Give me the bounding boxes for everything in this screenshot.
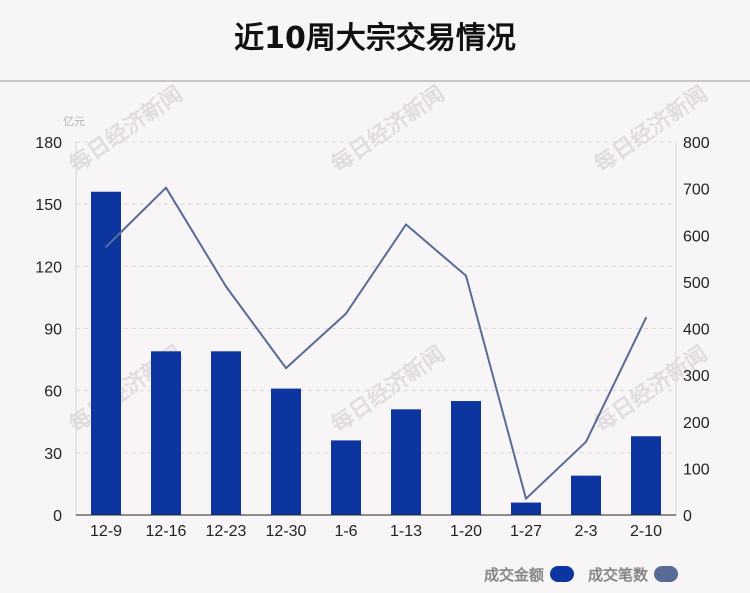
y-right-tick-5: 500 <box>683 275 710 292</box>
x-tick-2-3: 2-3 <box>574 523 597 540</box>
left-axis-unit: 亿元 <box>63 115 85 128</box>
y-left-tick-1: 30 <box>44 446 62 463</box>
bar-series <box>91 191 661 515</box>
x-tick-1-20: 1-20 <box>450 523 482 540</box>
y-right-tick-2: 200 <box>683 415 710 432</box>
y-right-tick-6: 600 <box>683 228 710 245</box>
x-tick-1-13: 1-13 <box>390 523 422 540</box>
x-tick-1-27: 1-27 <box>510 523 542 540</box>
bar-1-27 <box>511 502 541 515</box>
y-left-tick-3: 90 <box>44 322 62 339</box>
y-right-tick-0: 0 <box>683 508 692 525</box>
y-right-tick-8: 800 <box>683 135 710 152</box>
bar-12-30 <box>271 388 301 515</box>
x-tick-12-16: 12-16 <box>146 523 187 540</box>
line-point-1-27 <box>525 497 527 500</box>
y-left-tick-6: 180 <box>35 135 62 152</box>
chart-title: 近10周大宗交易情况 <box>234 21 516 56</box>
y-left-tick-2: 60 <box>44 384 62 401</box>
bar-12-16 <box>151 351 181 515</box>
legend-item-amount: 成交金额 <box>484 564 575 585</box>
title-divider <box>0 80 750 82</box>
legend-swatch-amount <box>550 566 575 582</box>
line-point-12-30 <box>285 367 287 370</box>
y-left-tick-0: 0 <box>53 508 62 525</box>
line-point-12-9 <box>105 245 107 248</box>
legend-label-amount: 成交金额 <box>484 565 545 584</box>
bar-12-9 <box>91 191 121 515</box>
legend-swatch-count <box>654 566 679 582</box>
line-point-1-13 <box>405 223 407 226</box>
y-left-tick-4: 120 <box>35 259 62 276</box>
x-tick-1-6: 1-6 <box>334 523 357 540</box>
legend-item-count: 成交笔数 <box>588 564 679 585</box>
y-right-tick-1: 100 <box>683 461 710 478</box>
watermark-4: 每日经济新闻 <box>326 341 449 438</box>
legend: 成交金额 成交笔数 <box>484 562 692 586</box>
bar-1-6 <box>331 440 361 515</box>
axes: 0 30 60 90 120 150 180 0 100 200 300 400 500 600 700 80… <box>35 135 710 540</box>
bar-1-20 <box>451 401 481 515</box>
line-point-2-10 <box>645 316 647 319</box>
line-point-1-20 <box>465 274 467 277</box>
bar-2-10 <box>631 436 661 515</box>
bar-1-13 <box>391 409 421 515</box>
x-tick-12-9: 12-9 <box>90 523 122 540</box>
line-point-2-3 <box>585 440 587 443</box>
legend-label-count: 成交笔数 <box>588 565 649 584</box>
y-right-tick-7: 700 <box>683 182 710 199</box>
bar-2-3 <box>571 475 601 515</box>
watermark-0: 每日经济新闻 <box>64 81 187 178</box>
y-right-tick-4: 400 <box>683 322 710 339</box>
y-left-tick-5: 150 <box>35 197 62 214</box>
x-tick-12-23: 12-23 <box>206 523 247 540</box>
bar-12-23 <box>211 351 241 515</box>
x-tick-12-30: 12-30 <box>266 523 307 540</box>
x-tick-2-10: 2-10 <box>630 523 662 540</box>
line-path <box>105 186 647 500</box>
watermark-2: 每日经济新闻 <box>589 81 712 178</box>
line-point-12-16 <box>165 186 167 189</box>
y-right-tick-3: 300 <box>683 368 710 385</box>
line-point-12-23 <box>225 285 227 288</box>
line-point-1-6 <box>345 312 347 315</box>
line-series <box>105 186 647 500</box>
watermark-1: 每日经济新闻 <box>326 81 449 178</box>
